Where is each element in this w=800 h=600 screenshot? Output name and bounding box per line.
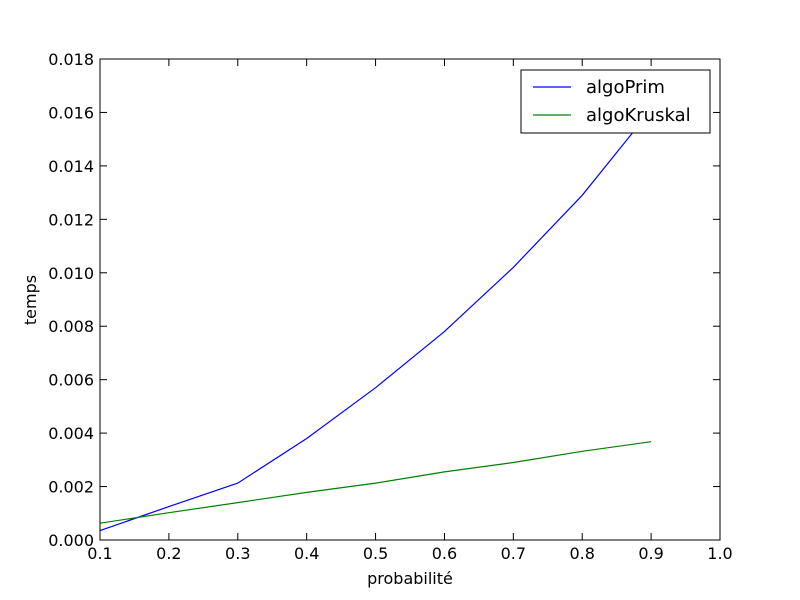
y-tick-label: 0.018 xyxy=(48,50,94,69)
legend-box xyxy=(520,69,711,134)
legend-label-algokruskal: algoKruskal xyxy=(586,105,691,126)
x-tick-label: 0.9 xyxy=(638,544,663,563)
y-axis: 0.000 0.002 0.004 0.006 0.008 0.010 0.012 0.014… xyxy=(48,50,720,550)
y-tick-label: 0.002 xyxy=(48,478,94,497)
x-tick-label: 0.2 xyxy=(156,544,181,563)
x-tick-label: 0.8 xyxy=(569,544,594,563)
y-tick-label: 0.008 xyxy=(48,317,94,336)
x-tick-label: 0.3 xyxy=(225,544,250,563)
y-tick-label: 0.000 xyxy=(48,531,94,550)
x-tick-label: 0.5 xyxy=(363,544,388,563)
plot-area xyxy=(100,59,720,540)
legend: algoPrim algoKruskal xyxy=(520,69,711,134)
x-tick-label: 1.0 xyxy=(707,544,732,563)
series-line-algokruskal xyxy=(99,441,652,524)
y-axis-title: temps xyxy=(21,275,40,325)
y-tick-label: 0.010 xyxy=(48,264,94,283)
series-layer xyxy=(99,109,652,532)
y-tick-label: 0.004 xyxy=(48,424,94,443)
y-tick-label: 0.014 xyxy=(48,157,94,176)
y-tick-label: 0.006 xyxy=(48,371,94,390)
x-axis-title: probabilité xyxy=(367,569,453,588)
x-axis: 0.1 0.2 0.3 0.4 0.5 0.6 0.7 0.8 0.9 1.0 xyxy=(87,59,733,563)
series-line-algoprim xyxy=(99,109,652,532)
x-tick-label: 0.1 xyxy=(87,544,112,563)
x-tick-label: 0.6 xyxy=(432,544,457,563)
y-tick-label: 0.012 xyxy=(48,210,94,229)
y-tick-label: 0.016 xyxy=(48,103,94,122)
x-tick-label: 0.7 xyxy=(501,544,526,563)
legend-label-algoprim: algoPrim xyxy=(586,77,665,98)
plot-frame xyxy=(99,58,721,541)
x-tick-label: 0.4 xyxy=(294,544,319,563)
